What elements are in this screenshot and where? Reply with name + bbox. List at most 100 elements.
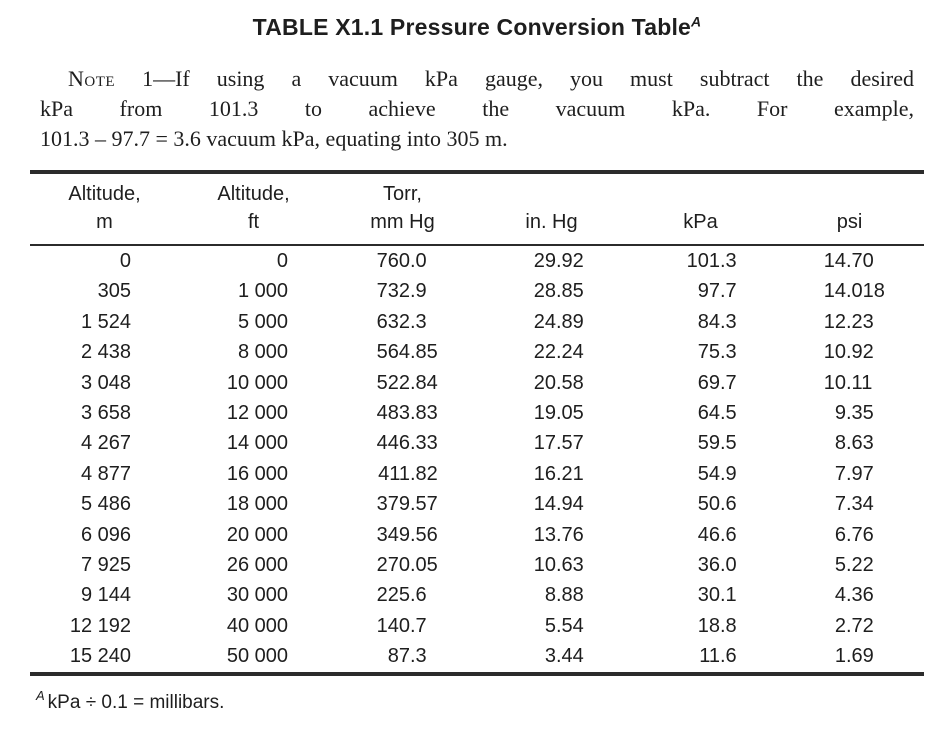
table-cell: 50 000 (226, 645, 288, 668)
table-cell: 564.85 (376, 341, 438, 364)
table-cell: 0 (276, 250, 288, 272)
table-row: 0 0 760.0 29.92 101.3 14.70 (30, 245, 924, 276)
table-cell: 18 000 (226, 493, 288, 516)
table-header: Altitude, Altitude, Torr, m ft mm Hg in.… (30, 172, 924, 246)
table-row: 6 096 20 000 349.56 13.76 46.6 6.76 (30, 520, 924, 550)
table-cell: 6.76 (834, 523, 874, 546)
table-cell: 5.54 (544, 614, 584, 637)
table-cell: 446.33 (376, 432, 438, 455)
column-header-top-psi (775, 172, 924, 208)
table-cell: 10.11 (823, 371, 873, 394)
table-cell: 4 267 (80, 432, 131, 455)
table-cell: 349.56 (376, 523, 438, 546)
table-row: 305 1 000 732.9 28.85 97.7 14.018 (30, 276, 924, 306)
table-cell: 10 000 (226, 371, 288, 394)
table-cell: 20 000 (226, 523, 288, 546)
table-cell: 29.92 (533, 250, 584, 272)
column-header-top-altitude-ft: Altitude, (217, 183, 290, 205)
table-cell: 84.3 (697, 310, 737, 333)
table-cell: 16 000 (226, 462, 288, 485)
table-row: 9 144 30 000 225.6 8.88 30.1 4.36 (30, 580, 924, 610)
table-cell: 760.0 (376, 250, 427, 272)
table-cell: 101.3 (686, 250, 737, 272)
table-row: 3 048 10 000 522.84 20.58 69.7 10.11 (30, 368, 924, 398)
table-cell: 10.92 (823, 341, 874, 364)
table-cell: 5 000 (237, 310, 288, 333)
table-cell: 24.89 (533, 310, 584, 333)
table-cell: 6 096 (80, 523, 131, 546)
column-header-psi: psi (775, 208, 924, 246)
table-cell: 8 000 (237, 341, 288, 364)
footnote-ref: A (36, 688, 45, 704)
table-cell: 7 925 (80, 554, 131, 577)
table-cell: 140.7 (376, 614, 427, 637)
note-label: Note (68, 66, 116, 91)
table-cell: 30.1 (697, 584, 737, 607)
table-cell: 40 000 (226, 614, 288, 637)
document-page: TABLE X1.1 Pressure Conversion TableA No… (0, 10, 951, 750)
table-header-row-1: Altitude, Altitude, Torr, (30, 172, 924, 208)
table-row: 2 438 8 000 564.85 22.24 75.3 10.92 (30, 337, 924, 367)
table-cell: 305 (97, 280, 131, 303)
table-cell: 3.44 (544, 645, 584, 668)
table-cell: 12 000 (226, 402, 288, 425)
table-cell: 54.9 (697, 462, 737, 485)
footnote-text: kPa ÷ 0.1 = millibars. (47, 691, 225, 713)
table-cell: 632.3 (376, 310, 427, 333)
column-header-top-in-hg (477, 172, 626, 208)
table-cell: 5.22 (834, 554, 874, 577)
table-cell: 10.63 (533, 554, 584, 577)
table-header-row-2: m ft mm Hg in. Hg kPa psi (30, 208, 924, 246)
column-header-in-hg: in. Hg (477, 208, 626, 246)
table-cell: 1.69 (834, 645, 874, 668)
column-header-top-torr: Torr, (383, 183, 422, 205)
table-cell: 9 144 (80, 584, 131, 607)
table-cell: 7.97 (834, 462, 874, 485)
table-row: 5 486 18 000 379.57 14.94 50.6 7.34 (30, 489, 924, 519)
note-paragraph: Note 1—If using a vacuum kPa gauge, you … (30, 64, 924, 154)
table-row: 12 192 40 000 140.7 5.54 18.8 2.72 (30, 611, 924, 641)
table-cell: 1 524 (80, 310, 131, 333)
table-cell: 75.3 (697, 341, 737, 364)
table-cell: 1 000 (237, 280, 288, 303)
table-cell: 59.5 (697, 432, 737, 455)
table-cell: 13.76 (533, 523, 584, 546)
table-cell: 22.24 (533, 341, 584, 364)
table-cell: 97.7 (697, 280, 737, 303)
table-cell: 8.88 (544, 584, 584, 607)
table-cell: 16.21 (533, 462, 584, 485)
table-cell: 87.3 (387, 645, 427, 668)
table-cell: 2 438 (80, 341, 131, 364)
table-cell: 14.70 (823, 250, 874, 272)
table-cell: 522.84 (376, 371, 438, 394)
table-cell: 17.57 (533, 432, 584, 455)
table-row: 4 267 14 000 446.33 17.57 59.5 8.63 (30, 428, 924, 458)
table-body: 0 0 760.0 29.92 101.3 14.70 305 1 000 732.9 28.85… (30, 245, 924, 674)
column-header-kpa: kPa (626, 208, 775, 246)
table-cell: 19.05 (533, 402, 584, 425)
table-title: TABLE X1.1 Pressure Conversion TableA (30, 10, 924, 44)
table-cell: 270.05 (376, 554, 438, 577)
table-cell: 8.63 (834, 432, 874, 455)
table-cell: 14.94 (533, 493, 584, 516)
table-title-text: TABLE X1.1 Pressure Conversion Table (252, 14, 692, 40)
table-cell: 7.34 (834, 493, 874, 516)
table-cell: 9.35 (834, 402, 874, 425)
table-title-footnote-ref: A (691, 13, 702, 30)
table-cell: 0 (119, 250, 131, 272)
note-line-3: 101.3 – 97.7 = 3.6 vacuum kPa, equating … (40, 126, 508, 151)
table-row: 3 658 12 000 483.83 19.05 64.5 9.35 (30, 398, 924, 428)
column-header-top-kpa (626, 172, 775, 208)
table-cell: 12.23 (823, 310, 874, 333)
note-line-1-text: 1—If using a vacuum kPa gauge, you must … (142, 66, 914, 91)
table-cell: 64.5 (697, 402, 737, 425)
column-header-torr-mm-hg: mm Hg (328, 208, 477, 246)
table-row: 4 877 16 000 411.82 16.21 54.9 7.97 (30, 459, 924, 489)
table-row: 7 925 26 000 270.05 10.63 36.0 5.22 (30, 550, 924, 580)
table-cell: 14.018 (823, 280, 885, 303)
table-cell: 4.36 (834, 584, 874, 607)
table-cell: 36.0 (697, 554, 737, 577)
table-cell: 18.8 (697, 614, 737, 637)
note-line-2: kPa from 101.3 to achieve the vacuum kPa… (40, 96, 914, 121)
